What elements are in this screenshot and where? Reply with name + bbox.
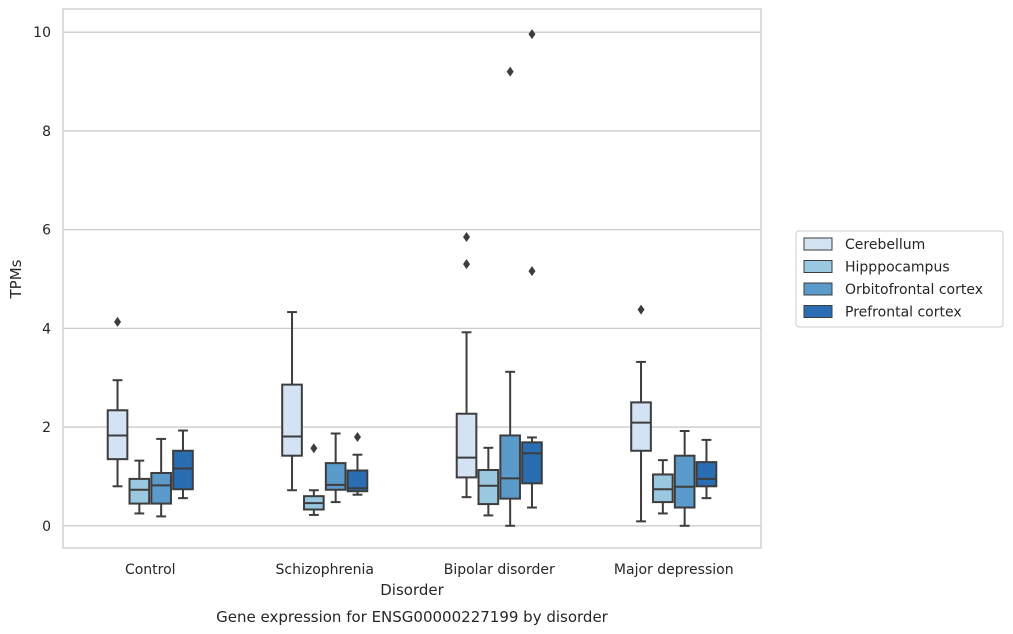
outlier-point: [528, 266, 536, 277]
outlier-point: [506, 66, 514, 77]
box-iqr: [346, 469, 369, 493]
series-prefrontal-cortex: [172, 29, 718, 509]
series-cerebellum: [106, 232, 652, 523]
box: [673, 430, 696, 527]
box: [172, 429, 194, 500]
plot-area-frame: [62, 8, 762, 549]
legend-swatch: [803, 260, 833, 273]
box: [303, 443, 325, 516]
box: [346, 431, 369, 496]
box: [695, 438, 718, 500]
series-orbitofrontal-cortex: [150, 66, 696, 527]
box-iqr: [630, 401, 652, 452]
legend: Cerebellum Hipppocampus Orbitofrontal cort…: [795, 230, 1004, 328]
outlier-point: [114, 316, 122, 327]
box: [128, 459, 151, 515]
y-tick-label: 8: [42, 124, 51, 140]
box-iqr: [673, 454, 696, 509]
outlier-point: [353, 431, 361, 442]
legend-swatch: [803, 237, 833, 251]
legend-swatch: [803, 282, 833, 296]
box-iqr: [477, 469, 500, 506]
box: [499, 66, 521, 527]
outlier-point: [463, 259, 471, 270]
legend-label: Cerebellum: [845, 237, 925, 253]
box-iqr: [324, 462, 347, 491]
x-tick-label: Schizophrenia: [276, 562, 374, 578]
series-hipppocampus: [128, 443, 674, 517]
box: [652, 459, 674, 515]
box-iqr: [172, 449, 194, 491]
x-tick-label: Major depression: [614, 562, 734, 578]
y-axis-title: TPMs: [7, 259, 25, 299]
y-tick-label: 10: [33, 25, 51, 41]
box-iqr: [150, 471, 172, 505]
box-iqr: [281, 383, 303, 457]
gridlines: [63, 31, 761, 527]
legend-label: Hipppocampus: [845, 260, 950, 276]
chart-caption: Gene expression for ENSG00000227199 by d…: [216, 608, 609, 626]
y-tick-label: 4: [42, 321, 51, 337]
legend-label: Orbitofrontal cortex: [845, 282, 983, 298]
box: [324, 432, 347, 504]
box-iqr: [695, 461, 718, 488]
x-tick-label: Bipolar disorder: [444, 562, 555, 578]
box: [477, 446, 500, 517]
outlier-point: [528, 29, 536, 40]
box-iqr: [499, 434, 521, 500]
legend-swatch: [803, 305, 833, 318]
outlier-point: [463, 232, 471, 243]
box: [150, 437, 172, 518]
box-iqr: [521, 441, 543, 485]
box: [521, 29, 543, 509]
box-iqr: [455, 412, 478, 479]
box: [106, 316, 129, 488]
box-iqr: [128, 477, 151, 505]
x-tick-label: Control: [125, 562, 176, 578]
y-tick-label: 2: [42, 420, 51, 436]
legend-frame: [795, 230, 1004, 328]
y-tick-labels: 0 2 4 6 8 10: [33, 25, 51, 535]
legend-label: Prefrontal cortex: [845, 305, 962, 321]
y-tick-label: 6: [42, 223, 51, 239]
x-tick-labels: Control Schizophrenia Bipolar disorder Majo…: [125, 562, 734, 578]
box: [281, 311, 303, 492]
outlier-point: [637, 304, 645, 315]
x-axis-title: Disorder: [380, 581, 444, 599]
box-series: [106, 29, 718, 527]
box: [630, 304, 652, 523]
y-tick-label: 0: [42, 519, 51, 535]
outlier-point: [310, 443, 318, 454]
box: [455, 232, 478, 499]
